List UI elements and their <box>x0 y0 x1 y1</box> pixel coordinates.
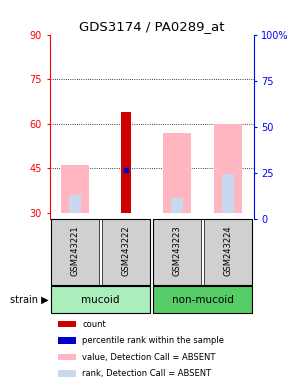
Text: strain ▶: strain ▶ <box>10 295 49 305</box>
Text: GSM243221: GSM243221 <box>70 225 80 276</box>
Bar <box>163 132 191 213</box>
Bar <box>50 286 151 313</box>
Bar <box>152 219 253 285</box>
Bar <box>58 338 76 344</box>
Bar <box>152 219 202 285</box>
Title: GDS3174 / PA0289_at: GDS3174 / PA0289_at <box>79 20 224 33</box>
Bar <box>69 195 81 213</box>
Bar <box>122 112 130 213</box>
Bar <box>50 219 151 285</box>
Bar <box>214 124 242 213</box>
Text: non-mucoid: non-mucoid <box>172 295 233 305</box>
Bar <box>152 286 253 313</box>
Bar <box>171 198 183 213</box>
Bar <box>58 370 76 377</box>
Text: value, Detection Call = ABSENT: value, Detection Call = ABSENT <box>82 353 215 362</box>
Bar <box>101 219 151 285</box>
Text: rank, Detection Call = ABSENT: rank, Detection Call = ABSENT <box>82 369 211 378</box>
Bar <box>58 354 76 361</box>
Text: GSM243224: GSM243224 <box>224 225 232 276</box>
Bar <box>222 174 234 213</box>
Bar <box>50 219 100 285</box>
Bar <box>58 321 76 328</box>
Bar <box>203 219 253 285</box>
Bar <box>61 166 89 213</box>
Text: percentile rank within the sample: percentile rank within the sample <box>82 336 224 345</box>
Text: GSM243222: GSM243222 <box>122 225 130 276</box>
Text: GSM243223: GSM243223 <box>172 225 182 276</box>
Text: count: count <box>82 320 106 329</box>
Text: mucoid: mucoid <box>81 295 120 305</box>
